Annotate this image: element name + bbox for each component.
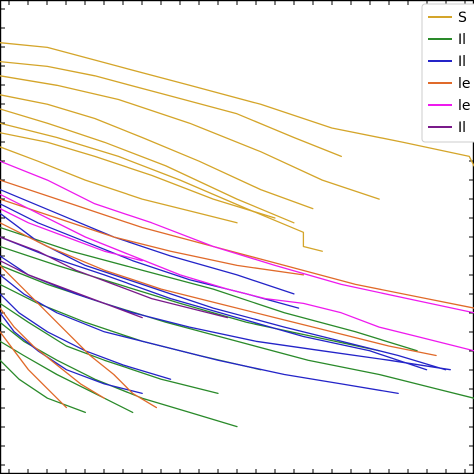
series-0-line-2: [0, 75, 380, 200]
series-2-line-7: [0, 312, 143, 395]
series-2-line-1: [0, 236, 428, 371]
series-1-line-2: [0, 302, 219, 395]
series-3-line-0: [0, 179, 474, 309]
series-5-line-1: [0, 260, 143, 319]
series-lines: [0, 42, 474, 428]
series-2-line-2: [0, 255, 451, 371]
series-0-line-3: [0, 94, 314, 210]
series-3-line-2: [0, 222, 437, 357]
series-4-line-1: [0, 193, 474, 352]
series-1-line-4: [0, 340, 134, 414]
legend-label-5: Il: [458, 120, 466, 136]
series-4-line-0: [0, 160, 474, 314]
series-0-line-1: [0, 60, 342, 158]
series-1-line-5: [0, 359, 86, 414]
series-2-line-5: [0, 203, 300, 309]
legend-label-1: Il: [458, 32, 466, 48]
series-3-line-5: [0, 331, 68, 409]
series-1-line-0: [0, 264, 474, 399]
series-1-line-6: [0, 226, 418, 352]
series-0-line-6: [0, 132, 276, 219]
legend-label-2: Il: [458, 54, 466, 70]
series-0-line-5: [0, 122, 323, 252]
series-1-line-1: [0, 283, 262, 371]
series-0-line-4: [0, 108, 295, 224]
series-2-line-6: [0, 293, 172, 380]
series-0-line-7: [0, 146, 238, 224]
legend-label-0: S: [458, 10, 467, 26]
legend-label-3: le: [458, 76, 471, 92]
series-0-line-0: [0, 42, 474, 167]
series-1-line-7: [0, 245, 380, 352]
series-2-line-4: [0, 188, 295, 295]
series-5-line-0: [0, 236, 229, 319]
legend: S Il Il le le Il: [421, 3, 474, 143]
series-3-line-4: [0, 307, 105, 399]
series-4-line-2: [0, 207, 143, 262]
series-3-line-1: [0, 198, 305, 276]
legend-label-4: le: [458, 98, 471, 114]
series-1-line-3: [0, 321, 238, 428]
series-3-line-3: [0, 264, 158, 409]
